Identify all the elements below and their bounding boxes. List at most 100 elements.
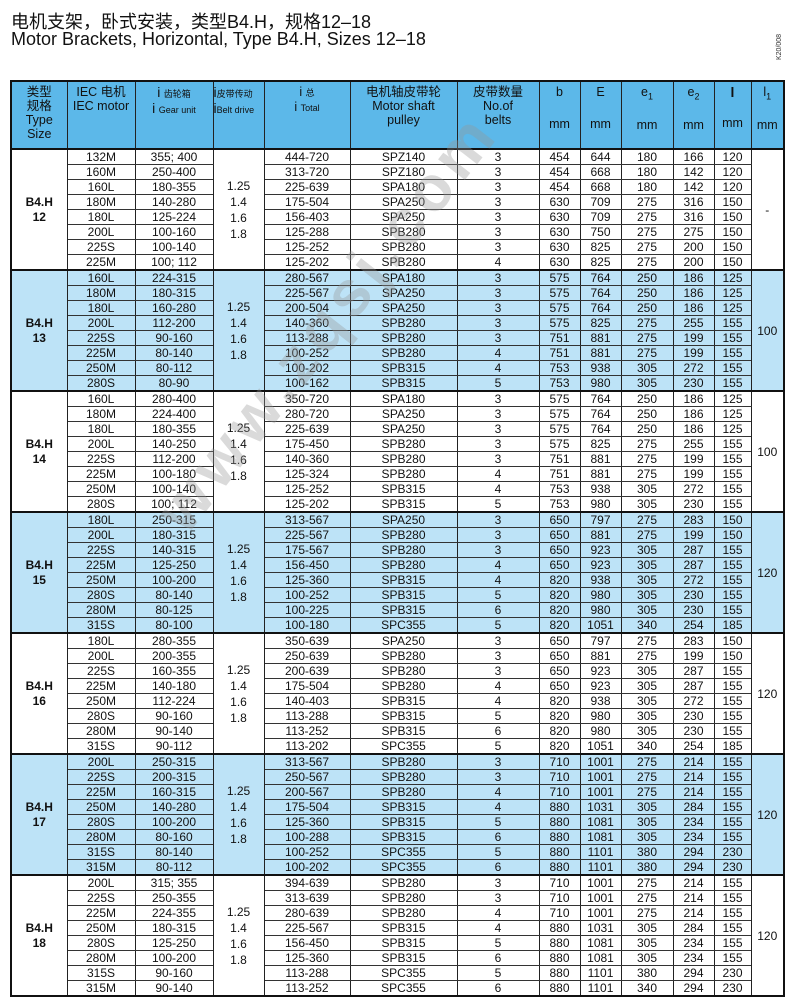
iec-motor-cell: 180L <box>66 512 136 528</box>
b-cell: 575 <box>538 300 581 316</box>
e1-cell: 275 <box>620 330 674 346</box>
e1-cell: 180 <box>620 164 674 180</box>
E-cell: 1101 <box>579 859 622 876</box>
table-row: 200L 180-315 225-567 SPB280 3 650 881 275 199 150 <box>11 527 784 543</box>
iec-motor-cell: 200L <box>66 875 136 891</box>
total-ratio-cell: 175-450 <box>263 436 351 452</box>
motor-shaft-pulley-cell: SPB280 <box>349 542 458 558</box>
iec-motor-cell: 200L <box>66 436 136 452</box>
belt-count-cell: 5 <box>456 844 540 860</box>
table-row: B4.H 18 200L 315; 355 1.25 1.4 1.6 1.8 394-6… <box>10 875 785 997</box>
total-ratio-cell: 350-720 <box>263 391 351 407</box>
b-cell: 575 <box>538 315 581 331</box>
e1-cell: 275 <box>620 254 674 271</box>
table-row: 180M 180-315 225-567 SPA250 3 575 764 250 186 125 <box>11 285 784 301</box>
e1-cell: 305 <box>620 602 674 618</box>
header-e2: e2 mm <box>672 80 715 150</box>
belt-count-cell: 4 <box>456 345 540 361</box>
header-gear-unit: i 齿轮箱 i Gear unit <box>134 80 214 150</box>
gear-ratio-cell: 280-355 <box>134 633 214 649</box>
motor-shaft-pulley-cell: SPB280 <box>349 254 458 271</box>
e2-cell: 284 <box>672 799 715 815</box>
l-cell: 125 <box>713 300 752 316</box>
e2-cell: 186 <box>672 285 715 301</box>
table-row: 250M 140-280 175-504 SPB315 4 880 1031 305 284 15… <box>11 799 784 815</box>
table-body: B4.H 12 132M 355; 400 1.25 1.4 1.6 1.8 444-7… <box>10 149 785 997</box>
total-ratio-cell: 113-288 <box>263 708 351 724</box>
e2-cell: 254 <box>672 617 715 634</box>
e2-cell: 272 <box>672 360 715 376</box>
e1-cell: 380 <box>620 844 674 860</box>
belt-count-cell: 3 <box>456 633 540 649</box>
b-cell: 575 <box>538 391 581 407</box>
E-cell: 709 <box>579 194 622 210</box>
iec-motor-cell: 280S <box>66 375 136 392</box>
e1-cell: 180 <box>620 149 674 165</box>
motor-shaft-pulley-cell: SPB315 <box>349 708 458 724</box>
b-cell: 880 <box>538 799 581 815</box>
table-row: 225M 224-355 280-639 SPB280 4 710 1001 275 214 15… <box>11 905 784 921</box>
e1-cell: 305 <box>620 693 674 709</box>
total-ratio-cell: 100-252 <box>263 345 351 361</box>
E-cell: 1101 <box>579 965 622 981</box>
e2-cell: 199 <box>672 527 715 543</box>
e1-cell: 275 <box>620 512 674 528</box>
total-ratio-cell: 125-252 <box>263 481 351 497</box>
iec-motor-cell: 315M <box>66 859 136 876</box>
table-row: B4.H 17 200L 250-315 1.25 1.4 1.6 1.8 313-56… <box>10 754 785 876</box>
e1-cell: 305 <box>620 496 674 513</box>
e2-cell: 275 <box>672 224 715 240</box>
l-cell: 155 <box>713 587 752 603</box>
gear-ratio-cell: 80-140 <box>134 345 214 361</box>
page-code: K20/008 <box>776 33 783 60</box>
belt-count-cell: 5 <box>456 708 540 724</box>
gear-ratio-cell: 140-280 <box>134 194 214 210</box>
motor-shaft-pulley-cell: SPB315 <box>349 481 458 497</box>
E-cell: 644 <box>579 149 622 165</box>
iec-motor-cell: 250M <box>66 572 136 588</box>
l-cell: 230 <box>713 844 752 860</box>
table-row: 225M 80-140 100-252 SPB280 4 751 881 275 199 155 <box>11 345 784 361</box>
b-cell: 751 <box>538 330 581 346</box>
belt-count-cell: 5 <box>456 375 540 392</box>
b-cell: 880 <box>538 950 581 966</box>
belt-count-cell: 6 <box>456 950 540 966</box>
l-cell: 155 <box>713 708 752 724</box>
l-cell: 150 <box>713 648 752 664</box>
e1-cell: 305 <box>620 920 674 936</box>
motor-shaft-pulley-cell: SPA250 <box>349 406 458 422</box>
e1-cell: 275 <box>620 905 674 921</box>
b-cell: 454 <box>538 179 581 195</box>
iec-motor-cell: 225S <box>66 769 136 785</box>
E-cell: 1001 <box>579 769 622 785</box>
b-cell: 630 <box>538 209 581 225</box>
iec-motor-cell: 280M <box>66 829 136 845</box>
belt-count-cell: 4 <box>456 905 540 921</box>
e1-cell: 305 <box>620 557 674 573</box>
b-cell: 710 <box>538 875 581 891</box>
gear-ratio-cell: 250-315 <box>134 512 214 528</box>
total-ratio-cell: 175-504 <box>263 799 351 815</box>
belt-count-cell: 6 <box>456 723 540 739</box>
gear-ratio-cell: 250-400 <box>134 164 214 180</box>
l-cell: 155 <box>713 784 752 800</box>
E-cell: 1001 <box>579 754 622 770</box>
e1-cell: 275 <box>620 239 674 255</box>
table-row: 180M 140-280 175-504 SPA250 3 630 709 275 316 150 <box>11 194 784 210</box>
iec-motor-cell: 180M <box>66 406 136 422</box>
belt-count-cell: 4 <box>456 784 540 800</box>
E-cell: 881 <box>579 345 622 361</box>
gear-ratio-cell: 112-224 <box>134 693 214 709</box>
type-size-cell: B4.H 15 <box>10 512 68 634</box>
b-cell: 880 <box>538 859 581 876</box>
e2-cell: 214 <box>672 905 715 921</box>
l-cell: 155 <box>713 935 752 951</box>
total-ratio-cell: 175-504 <box>263 678 351 694</box>
motor-shaft-pulley-cell: SPB315 <box>349 829 458 845</box>
belt-count-cell: 5 <box>456 965 540 981</box>
b-cell: 650 <box>538 557 581 573</box>
e2-cell: 199 <box>672 648 715 664</box>
E-cell: 938 <box>579 693 622 709</box>
total-ratio-cell: 100-180 <box>263 617 351 634</box>
motor-shaft-pulley-cell: SPB315 <box>349 920 458 936</box>
